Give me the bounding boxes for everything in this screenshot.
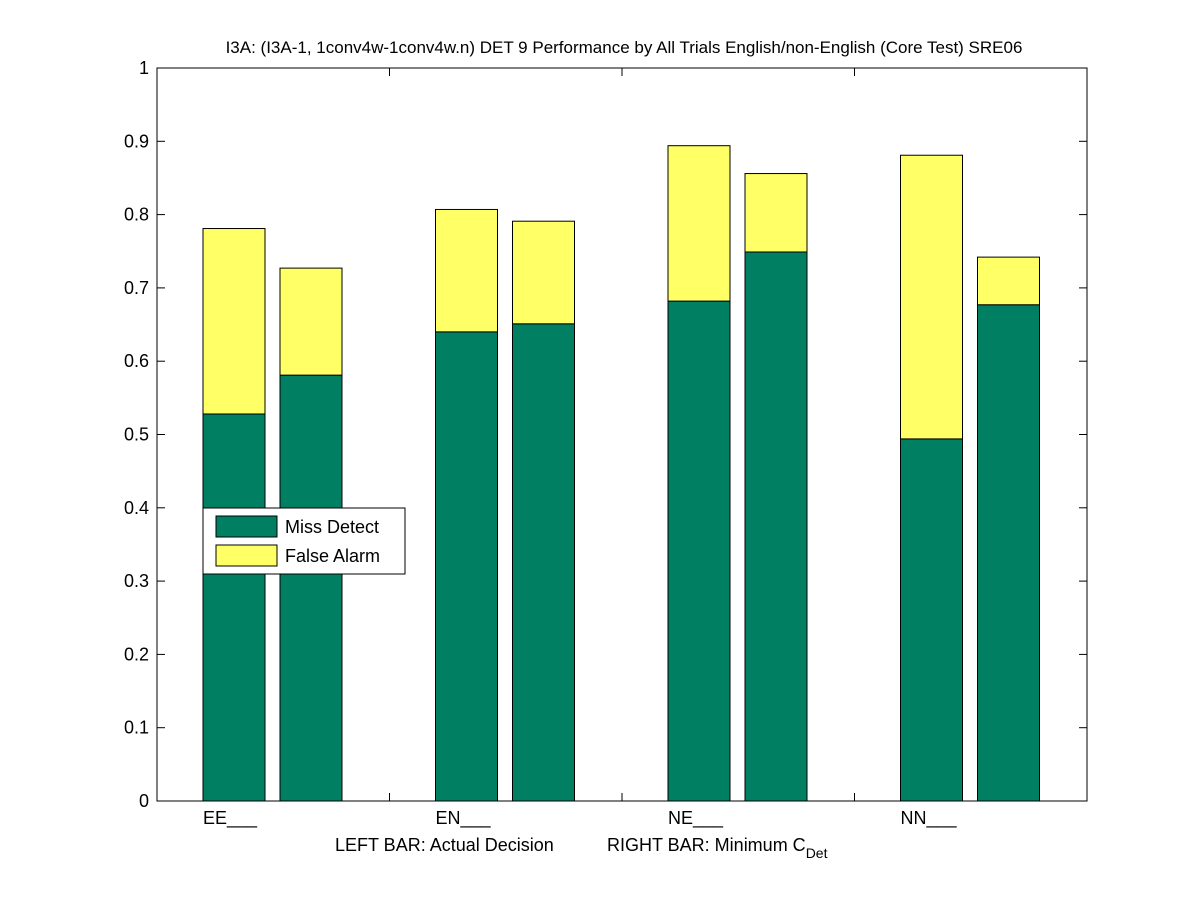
ticks-layer: EE___ EN___ NE___ NN___ 0 0.1 0.2 0.3 0.4 0.5 0.6 0… — [124, 58, 1087, 829]
legend-swatch-false-alarm — [215, 544, 278, 567]
bar-actual-false-alarm-EE___ — [202, 228, 266, 415]
bar-actual-false-alarm-NN___ — [900, 154, 963, 440]
y-tick-label-0.2: 0.2 — [124, 644, 149, 664]
y-tick-label-0.9: 0.9 — [124, 131, 149, 151]
bar-minimum-miss-EN___ — [512, 323, 575, 802]
x-axis-label: LEFT BAR: Actual Decision RIGHT BAR: Min… — [335, 835, 828, 861]
x-tick-label-EN___: EN___ — [436, 808, 492, 829]
y-tick-label-0: 0 — [139, 791, 149, 811]
legend-label-miss: Miss Detect — [285, 517, 379, 537]
bar-actual-miss-NN___ — [900, 438, 963, 802]
xlabel-right: RIGHT BAR: Minimum CDet — [607, 835, 828, 861]
bar-minimum-false-alarm-NN___ — [977, 256, 1040, 306]
bar-minimum-miss-NN___ — [977, 304, 1040, 802]
bar-actual-miss-EN___ — [435, 331, 498, 802]
y-tick-label-0.6: 0.6 — [124, 351, 149, 371]
legend: Miss Detect False Alarm — [202, 507, 406, 575]
bar-minimum-false-alarm-NE___ — [744, 173, 808, 253]
y-tick-label-0.1: 0.1 — [124, 718, 149, 738]
bar-minimum-miss-NE___ — [744, 251, 808, 802]
bar-actual-false-alarm-NE___ — [667, 145, 731, 302]
x-tick-label-NE___: NE___ — [668, 808, 724, 829]
bar-actual-miss-NE___ — [667, 300, 731, 802]
y-tick-label-1: 1 — [139, 58, 149, 78]
x-tick-label-NN___: NN___ — [901, 808, 958, 829]
bar-minimum-miss-EE___ — [279, 374, 343, 802]
y-tick-label-0.3: 0.3 — [124, 571, 149, 591]
xlabel-right-subscript: Det — [806, 845, 828, 861]
xlabel-right-main: RIGHT BAR: Minimum C — [607, 835, 806, 855]
bar-minimum-false-alarm-EE___ — [279, 267, 343, 376]
chart-title: I3A: (I3A-1, 1conv4w-1conv4w.n) DET 9 Pe… — [226, 38, 1023, 57]
legend-swatch-miss — [215, 515, 278, 538]
bar-actual-miss-EE___ — [202, 413, 266, 802]
bars-layer — [202, 145, 1040, 802]
x-tick-label-EE___: EE___ — [203, 808, 258, 829]
bar-minimum-false-alarm-EN___ — [512, 220, 575, 325]
y-tick-label-0.4: 0.4 — [124, 498, 149, 518]
xlabel-left: LEFT BAR: Actual Decision — [335, 835, 554, 855]
y-tick-label-0.5: 0.5 — [124, 425, 149, 445]
bar-actual-false-alarm-EN___ — [435, 208, 498, 333]
legend-label-false-alarm: False Alarm — [285, 546, 380, 566]
y-tick-label-0.8: 0.8 — [124, 205, 149, 225]
y-tick-label-0.7: 0.7 — [124, 278, 149, 298]
